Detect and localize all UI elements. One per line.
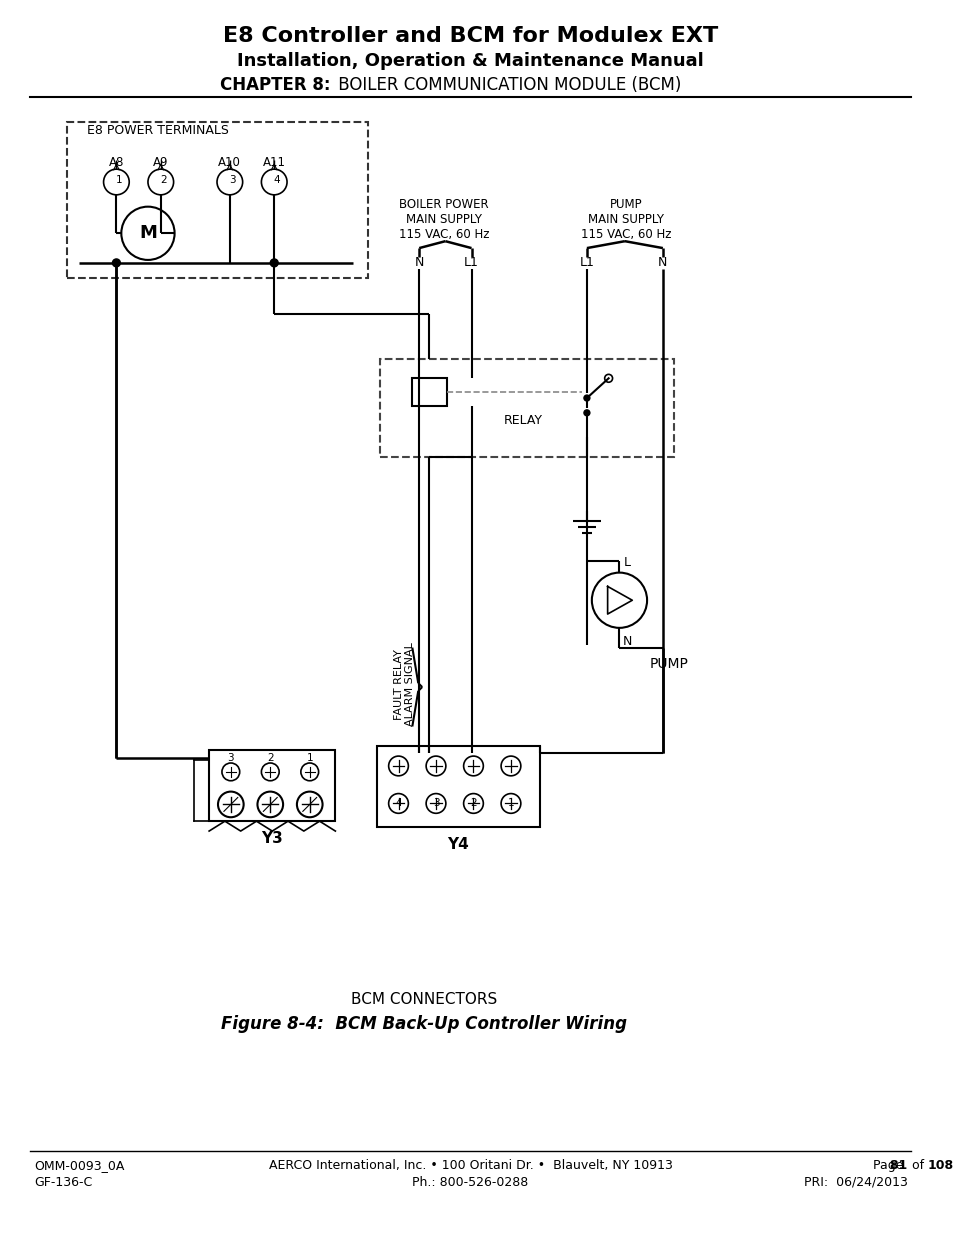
Text: E8 Controller and BCM for Modulex EXT: E8 Controller and BCM for Modulex EXT [223,26,718,46]
Text: BOILER POWER
MAIN SUPPLY
115 VAC, 60 Hz: BOILER POWER MAIN SUPPLY 115 VAC, 60 Hz [398,198,489,241]
Text: A8: A8 [109,156,124,169]
Circle shape [270,259,278,267]
Text: N: N [658,257,667,269]
Text: 4: 4 [274,175,280,185]
Text: A9: A9 [152,156,169,169]
Text: A10: A10 [218,156,241,169]
Text: Page: Page [872,1158,906,1172]
Text: FAULT RELAY
ALARM SIGNAL: FAULT RELAY ALARM SIGNAL [394,642,415,726]
Text: L1: L1 [578,257,594,269]
Text: 81: 81 [867,1158,906,1172]
Text: OMM-0093_0A: OMM-0093_0A [34,1158,125,1172]
Text: PRI:  06/24/2013: PRI: 06/24/2013 [802,1176,906,1189]
Text: AERCO International, Inc. • 100 Oritani Dr. •  Blauvelt, NY 10913: AERCO International, Inc. • 100 Oritani … [269,1158,672,1172]
Bar [67,122,368,278]
Bar [379,358,673,457]
Text: Y4: Y4 [447,837,469,852]
Text: RELAY: RELAY [503,414,541,427]
Text: N: N [622,635,632,648]
Text: of: of [907,1158,927,1172]
Text: 108: 108 [926,1158,952,1172]
Text: 2: 2 [160,175,167,185]
Text: BOILER COMMUNICATION MODULE (BCM): BOILER COMMUNICATION MODULE (BCM) [333,77,681,94]
Text: BCM CONNECTORS: BCM CONNECTORS [351,992,497,1008]
Circle shape [112,259,120,267]
Text: 2: 2 [267,753,274,763]
Bar [209,750,335,821]
Text: 1: 1 [306,753,313,763]
Text: A11: A11 [262,156,286,169]
Text: CHAPTER 8:: CHAPTER 8: [220,77,330,94]
Text: N: N [415,257,423,269]
Text: 3: 3 [227,753,233,763]
Text: 4: 4 [395,799,401,809]
Bar [376,746,539,827]
Text: Y3: Y3 [261,831,283,846]
Bar [412,378,446,406]
Text: L1: L1 [463,257,478,269]
Text: Ph.: 800-526-0288: Ph.: 800-526-0288 [412,1176,528,1189]
Circle shape [583,395,589,401]
Text: 2: 2 [470,799,476,809]
Text: GF-136-C: GF-136-C [34,1176,92,1189]
Text: 1: 1 [507,799,514,809]
Text: PUMP: PUMP [649,657,687,672]
Text: PUMP
MAIN SUPPLY
115 VAC, 60 Hz: PUMP MAIN SUPPLY 115 VAC, 60 Hz [580,198,671,241]
Circle shape [583,410,589,416]
Text: Installation, Operation & Maintenance Manual: Installation, Operation & Maintenance Ma… [237,52,703,69]
Text: E8 POWER TERMINALS: E8 POWER TERMINALS [87,125,229,137]
Text: 3: 3 [433,799,438,809]
Text: Figure 8-4:  BCM Back-Up Controller Wiring: Figure 8-4: BCM Back-Up Controller Wirin… [221,1015,626,1034]
Text: 1: 1 [116,175,123,185]
Text: L: L [623,556,630,569]
Text: M: M [139,225,156,242]
Text: 3: 3 [230,175,235,185]
